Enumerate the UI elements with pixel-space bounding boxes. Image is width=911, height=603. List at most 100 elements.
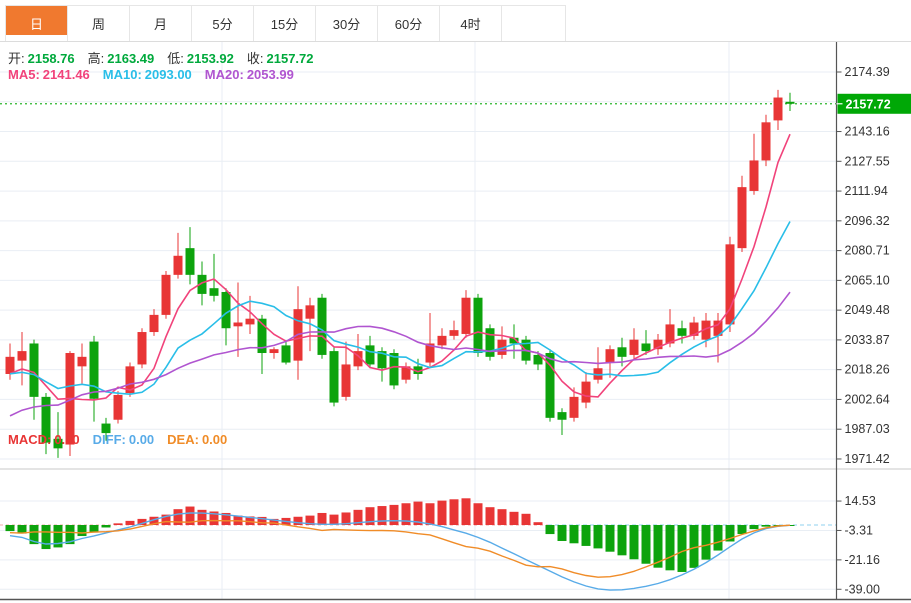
svg-text:-21.16: -21.16: [845, 553, 880, 567]
macd-bar: [558, 525, 567, 541]
svg-text:2065.10: 2065.10: [845, 273, 890, 287]
candle-body: [558, 412, 567, 420]
macd-bar: [114, 523, 123, 525]
macd-bar: [714, 525, 723, 551]
price-gridlines: [0, 72, 837, 459]
candle-body: [174, 256, 183, 275]
price-axis-labels: 2174.392143.162127.552111.942096.322080.…: [837, 65, 890, 466]
candle-body: [234, 323, 243, 327]
candle-body: [606, 349, 615, 362]
tab-5min[interactable]: 5分: [192, 6, 254, 41]
candle-body: [438, 336, 447, 346]
tab-30min[interactable]: 30分: [316, 6, 378, 41]
candle-body: [138, 332, 147, 364]
candle-body: [642, 343, 651, 351]
svg-text:2002.64: 2002.64: [845, 392, 890, 406]
candle-body: [54, 439, 63, 449]
macd-bar: [762, 525, 771, 527]
candle-body: [750, 160, 759, 191]
macd-bar: [666, 525, 675, 570]
tab-60min[interactable]: 60分: [378, 6, 440, 41]
macd-bar: [78, 525, 87, 536]
macd-bar: [42, 525, 51, 549]
macd-bar: [642, 525, 651, 564]
candle-body: [474, 298, 483, 353]
candle-body: [318, 298, 327, 355]
macd-bar: [570, 525, 579, 543]
tab-day[interactable]: 日: [6, 6, 68, 41]
candle-body: [114, 395, 123, 420]
candle-body: [486, 328, 495, 357]
timeframe-tabs: 日 周 月 5分 15分 30分 60分 4时: [5, 5, 566, 41]
kline-chart-canvas[interactable]: 2174.392143.162127.552111.942096.322080.…: [0, 42, 911, 603]
macd-bar: [318, 513, 327, 525]
macd-bar: [450, 499, 459, 525]
svg-text:-3.31: -3.31: [845, 523, 874, 537]
svg-text:14.53: 14.53: [845, 494, 876, 508]
candle-body: [210, 288, 219, 296]
candle-body: [462, 298, 471, 334]
macd-bar: [738, 525, 747, 534]
svg-text:2127.55: 2127.55: [845, 154, 890, 168]
svg-text:1987.03: 1987.03: [845, 422, 890, 436]
macd-bar: [534, 522, 543, 525]
candle-body: [582, 382, 591, 403]
candle-body: [786, 102, 795, 104]
candle-body: [774, 98, 783, 121]
macd-bar: [750, 525, 759, 529]
macd-bar: [378, 506, 387, 525]
timeframe-tabbar: 日 周 月 5分 15分 30分 60分 4时: [0, 0, 911, 42]
candle-body: [306, 305, 315, 318]
tab-week-label: 周: [92, 14, 105, 33]
ma20-line: [10, 292, 790, 416]
svg-text:2143.16: 2143.16: [845, 125, 890, 139]
tab-4hour-label: 4时: [460, 14, 480, 33]
macd-bar: [426, 503, 435, 525]
tab-4hour[interactable]: 4时: [440, 6, 502, 41]
macd-bar: [294, 517, 303, 525]
candle-body: [762, 122, 771, 160]
macd-axis-labels: 14.53-3.31-21.16-39.00: [837, 494, 880, 596]
macd-bar: [198, 510, 207, 525]
candle-body: [90, 342, 99, 399]
tab-week[interactable]: 周: [68, 6, 130, 41]
candle-body: [186, 248, 195, 275]
tabbar-filler: [502, 6, 565, 41]
macd-bar: [702, 525, 711, 560]
candle-body: [6, 357, 15, 374]
candle-body: [282, 345, 291, 362]
candle-body: [630, 340, 639, 355]
svg-text:2111.94: 2111.94: [845, 184, 888, 198]
macd-bar: [6, 525, 15, 531]
macd-bar: [390, 505, 399, 525]
candle-body: [18, 351, 27, 361]
svg-text:2174.39: 2174.39: [845, 65, 890, 79]
macd-bar: [510, 512, 519, 525]
svg-text:2049.48: 2049.48: [845, 303, 890, 317]
candle-body: [450, 330, 459, 336]
candle-body: [102, 424, 111, 434]
candle-body: [342, 364, 351, 396]
candle-body: [738, 187, 747, 248]
candles-layer: [6, 90, 795, 458]
macd-bar: [126, 521, 135, 525]
tab-15min[interactable]: 15分: [254, 6, 316, 41]
macd-bar: [498, 509, 507, 525]
candle-body: [570, 397, 579, 418]
macd-bar: [474, 503, 483, 525]
macd-bar: [522, 514, 531, 525]
current-price-badge: 2157.72: [837, 94, 911, 114]
macd-histogram: [6, 498, 795, 572]
macd-bar: [102, 525, 111, 527]
svg-text:2033.87: 2033.87: [845, 333, 890, 347]
tab-month[interactable]: 月: [130, 6, 192, 41]
candle-body: [222, 292, 231, 328]
svg-text:1971.42: 1971.42: [845, 452, 890, 466]
macd-bar: [582, 525, 591, 546]
candle-body: [246, 319, 255, 325]
candle-body: [366, 345, 375, 364]
candle-body: [678, 328, 687, 336]
macd-bar: [486, 507, 495, 525]
